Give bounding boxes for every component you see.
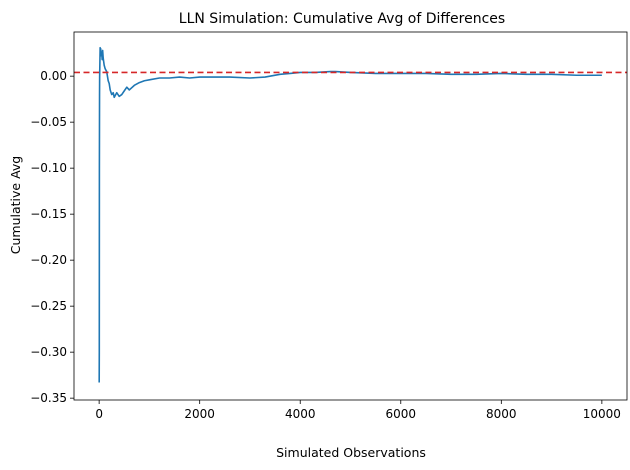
y-tick-label: 0.00 [40, 69, 67, 83]
x-axis-label: Simulated Observations [276, 445, 426, 460]
x-tick-label: 4000 [285, 407, 316, 421]
axes-frame [73, 31, 628, 401]
data-series-line [98, 46, 602, 383]
y-tick-label: −0.10 [30, 161, 67, 175]
x-tick-label: 10000 [583, 407, 621, 421]
y-axis-label: Cumulative Avg [8, 156, 23, 254]
x-tick-label: 6000 [385, 407, 416, 421]
y-tick-label: −0.25 [30, 299, 67, 313]
plot-area: 0 2000 4000 6000 8000 10000 −0.35 −0.30 −0.25 −0.… [30, 31, 628, 421]
x-tick-label: 2000 [184, 407, 215, 421]
y-tick-label: −0.15 [30, 207, 67, 221]
y-tick-label: −0.35 [30, 391, 67, 405]
chart-title: LLN Simulation: Cumulative Avg of Differ… [179, 11, 505, 27]
y-tick-label: −0.20 [30, 253, 67, 267]
y-tick-label: −0.05 [30, 115, 67, 129]
x-tick-label: 8000 [486, 407, 517, 421]
x-tick-label: 0 [95, 407, 103, 421]
y-tick-label: −0.30 [30, 345, 67, 359]
